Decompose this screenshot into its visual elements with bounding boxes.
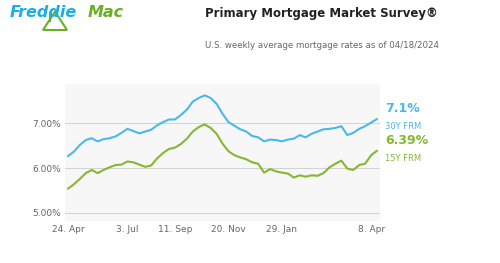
Text: 30Y FRM: 30Y FRM xyxy=(385,122,421,132)
Text: U.S. weekly average mortgage rates as of 04/18/2024: U.S. weekly average mortgage rates as of… xyxy=(205,41,439,50)
Text: 7.1%: 7.1% xyxy=(385,102,420,115)
Text: 6.39%: 6.39% xyxy=(385,134,428,147)
Text: Primary Mortgage Market Survey®: Primary Mortgage Market Survey® xyxy=(205,7,438,19)
Text: 15Y FRM: 15Y FRM xyxy=(385,154,421,163)
Text: Freddie: Freddie xyxy=(10,5,77,20)
Text: Mac: Mac xyxy=(88,5,124,20)
